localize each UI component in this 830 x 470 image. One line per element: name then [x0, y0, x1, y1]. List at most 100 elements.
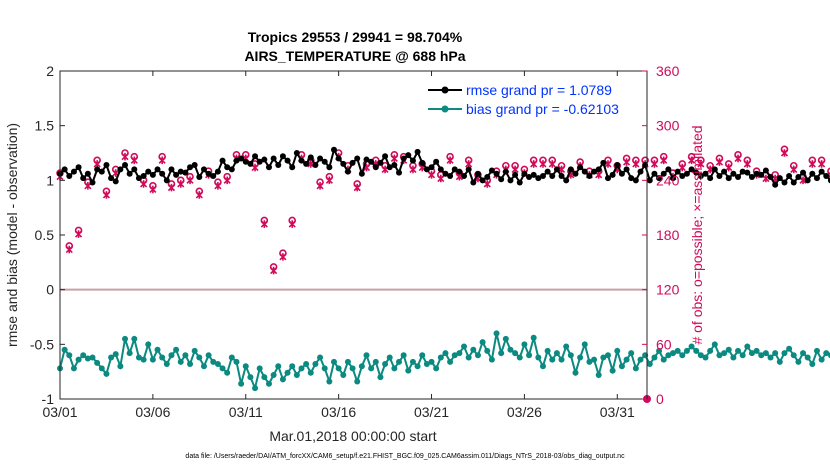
bias-point — [762, 350, 769, 357]
possible-obs-marker — [827, 167, 830, 175]
y-tick-label: 1 — [46, 172, 54, 188]
bias-point — [196, 354, 203, 361]
bias-point — [293, 371, 300, 378]
rmse-point — [470, 179, 477, 186]
bias-point — [256, 365, 263, 372]
bias-point — [247, 374, 254, 381]
rmse-point — [693, 169, 700, 176]
bias-point — [224, 369, 231, 376]
bias-point — [340, 371, 347, 378]
rmse-point — [289, 164, 296, 171]
rmse-point — [461, 172, 468, 179]
bias-point — [122, 335, 129, 342]
assimilated-obs-marker — [446, 156, 454, 165]
bias-point — [498, 350, 505, 357]
rmse-point — [586, 172, 593, 179]
x-tick-label: 03/11 — [229, 404, 263, 420]
y-right-tick-label: 0 — [656, 391, 664, 407]
bias-point — [98, 365, 105, 372]
assimilated-obs-marker — [167, 183, 176, 192]
bias-point — [823, 350, 830, 357]
assimilated-obs-marker — [734, 154, 742, 163]
y-tick-label: 1.5 — [35, 118, 55, 134]
assimilated-obs-marker — [623, 158, 631, 166]
bias-point — [730, 354, 737, 361]
rmse-point — [716, 172, 723, 179]
rmse-point — [591, 168, 598, 175]
assimilated-obs-marker — [808, 160, 816, 168]
rmse-point — [776, 175, 783, 182]
rmse-point — [521, 170, 528, 177]
rmse-point — [293, 150, 300, 156]
rmse-point — [191, 162, 198, 169]
bias-point — [465, 354, 472, 361]
bias-point — [507, 346, 514, 353]
assimilated-obs-marker — [177, 180, 185, 188]
rmse-point — [252, 153, 259, 160]
rmse-point — [330, 146, 337, 153]
rmse-point — [298, 157, 305, 164]
bias-point — [553, 350, 560, 357]
rmse-point — [665, 166, 672, 173]
bias-point — [665, 352, 672, 359]
legend-bias-label: bias grand pr = -0.62103 — [466, 101, 619, 117]
y-tick-label: -0.5 — [30, 336, 54, 352]
rmse-point — [358, 170, 365, 177]
rmse-point — [84, 170, 91, 177]
bias-point — [632, 365, 639, 372]
rmse-point — [535, 175, 542, 182]
rmse-point — [386, 164, 393, 171]
rmse-point — [595, 166, 602, 173]
rmse-point — [479, 177, 486, 184]
rmse-point — [265, 164, 272, 171]
bias-point — [265, 380, 272, 387]
bias-point — [131, 335, 138, 342]
x-tick-label: 03/01 — [42, 404, 77, 420]
rmse-point — [75, 164, 82, 171]
rmse-point — [400, 155, 407, 162]
rmse-point — [335, 155, 342, 162]
rmse-point — [131, 166, 138, 173]
rmse-point — [688, 166, 695, 173]
rmse-point — [683, 170, 690, 177]
rmse-point — [623, 166, 630, 173]
rmse-point — [80, 175, 87, 182]
assimilated-obs-marker — [530, 160, 538, 168]
rmse-point — [261, 156, 268, 163]
rmse-point — [238, 155, 245, 162]
bias-point — [391, 365, 398, 372]
bias-point — [600, 354, 607, 361]
bias-point — [567, 352, 574, 359]
bias-point — [70, 365, 77, 372]
assimilated-obs-marker — [725, 163, 733, 172]
bias-point — [177, 358, 184, 365]
rmse-point — [340, 160, 347, 167]
rmse-point — [581, 168, 588, 175]
rmse-point — [103, 162, 110, 169]
rmse-point — [707, 175, 714, 182]
rmse-point — [66, 172, 73, 179]
bias-point — [721, 350, 728, 357]
bias-point — [335, 365, 342, 372]
bias-point — [149, 356, 156, 363]
assimilated-obs-marker — [251, 163, 259, 172]
rmse-point — [549, 172, 556, 179]
bias-point — [493, 330, 500, 337]
bias-point — [349, 365, 356, 372]
bias-point — [461, 343, 468, 350]
rmse-point — [349, 159, 356, 166]
rmse-point — [577, 164, 584, 171]
rmse-point — [539, 172, 546, 179]
bias-point — [558, 356, 565, 363]
bias-point — [702, 354, 709, 361]
rmse-point — [187, 164, 194, 171]
rmse-point — [818, 168, 825, 175]
rmse-point — [558, 172, 565, 179]
bias-point — [651, 354, 658, 361]
bias-point — [442, 350, 449, 357]
rmse-point — [200, 166, 207, 173]
bias-point — [479, 339, 486, 346]
bias-point — [344, 358, 351, 365]
x-tick-label: 03/31 — [600, 404, 635, 420]
